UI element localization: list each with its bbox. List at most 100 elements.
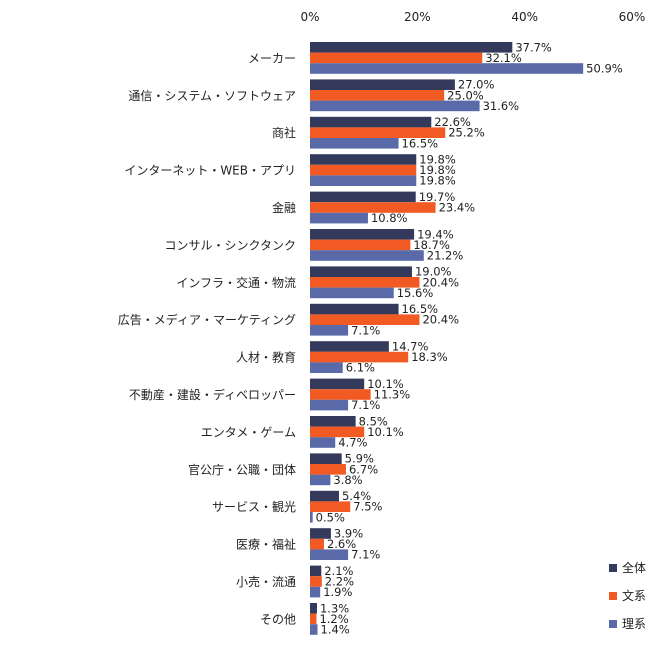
value-label: 2.1% [324,564,353,578]
value-label: 7.5% [353,500,382,514]
category-label: インフラ・交通・物流 [176,275,296,290]
category-labels: メーカー通信・システム・ソフトウェア商社インターネット・WEB・アプリ金融コンサ… [118,51,296,626]
value-label: 10.8% [371,211,408,225]
value-label: 1.4% [321,623,350,637]
bar-全体 [310,79,455,90]
bar-文系 [310,164,417,176]
bar-理系 [310,549,349,560]
legend-label: 理系 [622,617,646,631]
category-label: 金融 [272,200,296,215]
value-labels: 37.7% 27.0% 22.6% 19.8% 19.7% 19.4% 19.0% 16.5%… [316,40,623,636]
value-label: 19.8% [419,174,456,188]
bar-理系 [310,175,417,186]
bar-全体 [310,490,339,502]
category-label: サービス・観光 [212,500,296,514]
legend-label: 文系 [622,588,646,603]
bar-理系 [310,437,336,448]
bar-文系 [310,277,420,288]
category-label: コンサル・シンクタンク [164,238,296,252]
bar-全体 [310,42,513,53]
value-label: 7.1% [351,548,380,562]
bar-理系 [310,362,343,373]
bar-理系 [310,287,394,299]
value-label: 50.9% [586,62,623,76]
value-label: 8.5% [359,414,388,428]
bar-文系 [310,127,446,138]
bar-文系 [310,90,445,101]
category-label: 不動産・建設・ディベロッパー [129,387,296,402]
bar-文系 [310,202,436,213]
bar-文系 [310,351,409,363]
bar-理系 [310,100,480,112]
bar-文系 [310,613,317,625]
value-label: 0.5% [316,510,345,524]
bars [310,42,584,635]
value-label: 19.8% [419,153,456,167]
value-label: 10.1% [367,425,404,439]
bar-理系 [310,474,331,486]
bar-全体 [310,453,342,464]
value-label: 27.0% [458,78,495,92]
category-label: 通信・システム・ソフトウェア [128,89,296,103]
bar-全体 [310,266,412,277]
category-label: メーカー [248,51,296,65]
x-axis-ticks: 0% 20% 40% 60% [300,10,645,24]
x-tick-label: 20% [404,10,431,24]
value-label: 3.9% [334,527,363,541]
value-label: 1.9% [323,585,352,599]
bar-全体 [310,378,365,390]
value-label: 11.3% [374,388,411,402]
bar-理系 [310,624,318,635]
legend-swatch [609,620,617,628]
bar-全体 [310,303,399,315]
legend-label: 全体 [622,560,646,575]
legend-swatch [609,564,617,572]
bar-文系 [310,52,483,64]
value-label: 14.7% [392,340,429,354]
bar-文系 [310,464,346,475]
x-tick-label: 40% [511,10,538,24]
value-label: 5.4% [342,489,371,503]
bar-理系 [310,512,313,523]
category-label: 人材・教育 [236,350,296,365]
category-label: エンタメ・ゲーム [201,425,296,439]
value-label: 6.7% [349,462,378,476]
value-label: 25.0% [447,88,484,102]
value-label: 6.1% [346,361,375,375]
value-label: 37.7% [515,40,552,54]
bar-文系 [310,239,411,251]
value-label: 1.2% [319,612,348,626]
value-label: 7.1% [351,323,380,337]
value-label: 4.7% [338,436,367,450]
value-label: 3.8% [333,473,362,487]
value-label: 5.9% [345,452,374,466]
bar-全体 [310,191,416,203]
value-label: 19.8% [419,163,456,177]
value-label: 31.6% [483,99,520,113]
value-label: 21.2% [427,249,464,263]
value-label: 1.3% [320,601,349,615]
bar-理系 [310,586,321,598]
category-label: 官公庁・公職・団体 [188,462,296,477]
value-label: 32.1% [485,51,522,65]
value-label: 20.4% [422,275,459,289]
bar-理系 [310,250,424,261]
value-label: 2.2% [325,575,354,589]
bar-文系 [310,576,322,587]
bar-全体 [310,154,417,165]
bar-全体 [310,603,317,614]
bar-全体 [310,229,415,240]
category-label: 小売・流通 [236,574,296,589]
value-label: 23.4% [439,201,476,215]
value-label: 20.4% [422,313,459,327]
value-label: 15.6% [397,286,434,300]
bar-文系 [310,501,351,512]
x-tick-label: 60% [619,10,646,24]
value-label: 18.7% [413,238,450,252]
category-label: 商社 [272,125,296,140]
value-label: 10.1% [367,377,404,391]
category-label: インターネット・WEB・アプリ [124,164,296,178]
value-label: 16.5% [402,302,439,316]
